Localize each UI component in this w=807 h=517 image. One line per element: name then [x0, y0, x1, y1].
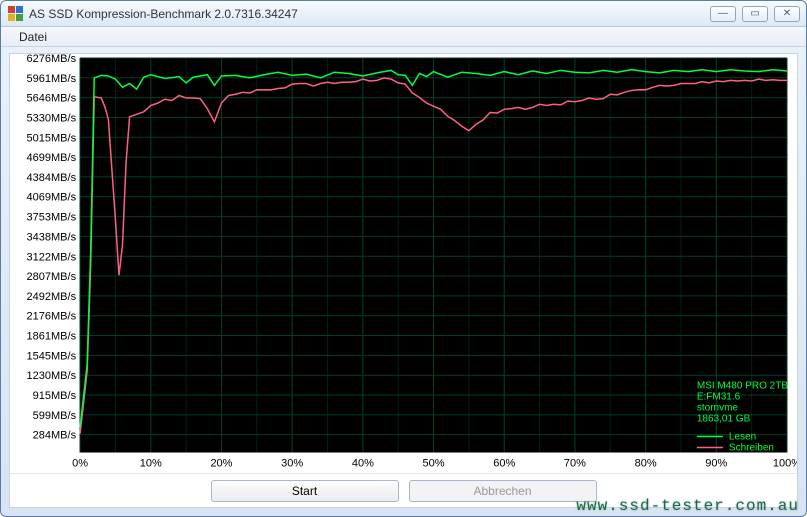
svg-text:4384MB/s: 4384MB/s	[27, 172, 77, 184]
svg-text:3753MB/s: 3753MB/s	[27, 212, 77, 224]
svg-text:1230MB/s: 1230MB/s	[27, 371, 77, 383]
svg-text:1545MB/s: 1545MB/s	[27, 351, 77, 363]
svg-text:1861MB/s: 1861MB/s	[27, 331, 77, 343]
svg-text:80%: 80%	[635, 458, 657, 470]
svg-text:4699MB/s: 4699MB/s	[27, 153, 77, 165]
svg-text:2807MB/s: 2807MB/s	[27, 272, 77, 284]
svg-text:stornvme: stornvme	[697, 403, 739, 414]
abort-button[interactable]: Abbrechen	[409, 480, 597, 502]
svg-text:Schreiben: Schreiben	[729, 443, 774, 454]
close-button[interactable]: ✕	[774, 6, 800, 22]
svg-text:3438MB/s: 3438MB/s	[27, 232, 77, 244]
menubar: Datei	[1, 27, 806, 47]
app-icon	[7, 6, 23, 22]
svg-text:MSI M480 PRO 2TB: MSI M480 PRO 2TB	[697, 381, 788, 392]
svg-text:40%: 40%	[352, 458, 374, 470]
svg-text:100%: 100%	[773, 458, 797, 470]
svg-text:5961MB/s: 5961MB/s	[27, 73, 77, 85]
svg-text:3122MB/s: 3122MB/s	[27, 252, 77, 264]
window-title: AS SSD Kompression-Benchmark 2.0.7316.34…	[29, 7, 710, 21]
button-row: Start Abbrechen	[10, 473, 797, 507]
titlebar[interactable]: AS SSD Kompression-Benchmark 2.0.7316.34…	[1, 1, 806, 27]
svg-text:0%: 0%	[72, 458, 88, 470]
svg-text:50%: 50%	[423, 458, 445, 470]
chart-area: 284MB/s 599MB/s 915MB/s 1230MB/s 1545MB/s 186…	[10, 54, 797, 473]
svg-text:1863,01 GB: 1863,01 GB	[697, 414, 751, 425]
start-button[interactable]: Start	[211, 480, 399, 502]
svg-text:30%: 30%	[281, 458, 303, 470]
maximize-button[interactable]: ▭	[742, 6, 768, 22]
svg-text:90%: 90%	[705, 458, 727, 470]
svg-text:10%: 10%	[140, 458, 162, 470]
svg-text:915MB/s: 915MB/s	[33, 390, 77, 402]
svg-text:5646MB/s: 5646MB/s	[27, 93, 77, 105]
svg-text:6276MB/s: 6276MB/s	[27, 54, 77, 65]
minimize-button[interactable]: —	[710, 6, 736, 22]
app-window: AS SSD Kompression-Benchmark 2.0.7316.34…	[0, 0, 807, 517]
svg-text:4069MB/s: 4069MB/s	[27, 192, 77, 204]
svg-text:284MB/s: 284MB/s	[33, 430, 77, 442]
svg-text:Lesen: Lesen	[729, 432, 756, 443]
svg-text:70%: 70%	[564, 458, 586, 470]
svg-text:60%: 60%	[493, 458, 515, 470]
svg-text:5015MB/s: 5015MB/s	[27, 133, 77, 145]
menu-file[interactable]: Datei	[11, 28, 55, 46]
svg-text:20%: 20%	[210, 458, 232, 470]
svg-text:2176MB/s: 2176MB/s	[27, 311, 77, 323]
svg-text:5330MB/s: 5330MB/s	[27, 113, 77, 125]
svg-text:E:FM31.6: E:FM31.6	[697, 392, 741, 403]
svg-text:2492MB/s: 2492MB/s	[27, 291, 77, 303]
window-controls: — ▭ ✕	[710, 6, 800, 22]
svg-text:599MB/s: 599MB/s	[33, 410, 77, 422]
compression-chart: 284MB/s 599MB/s 915MB/s 1230MB/s 1545MB/s 186…	[10, 54, 797, 473]
content-panel: 284MB/s 599MB/s 915MB/s 1230MB/s 1545MB/s 186…	[9, 53, 798, 508]
